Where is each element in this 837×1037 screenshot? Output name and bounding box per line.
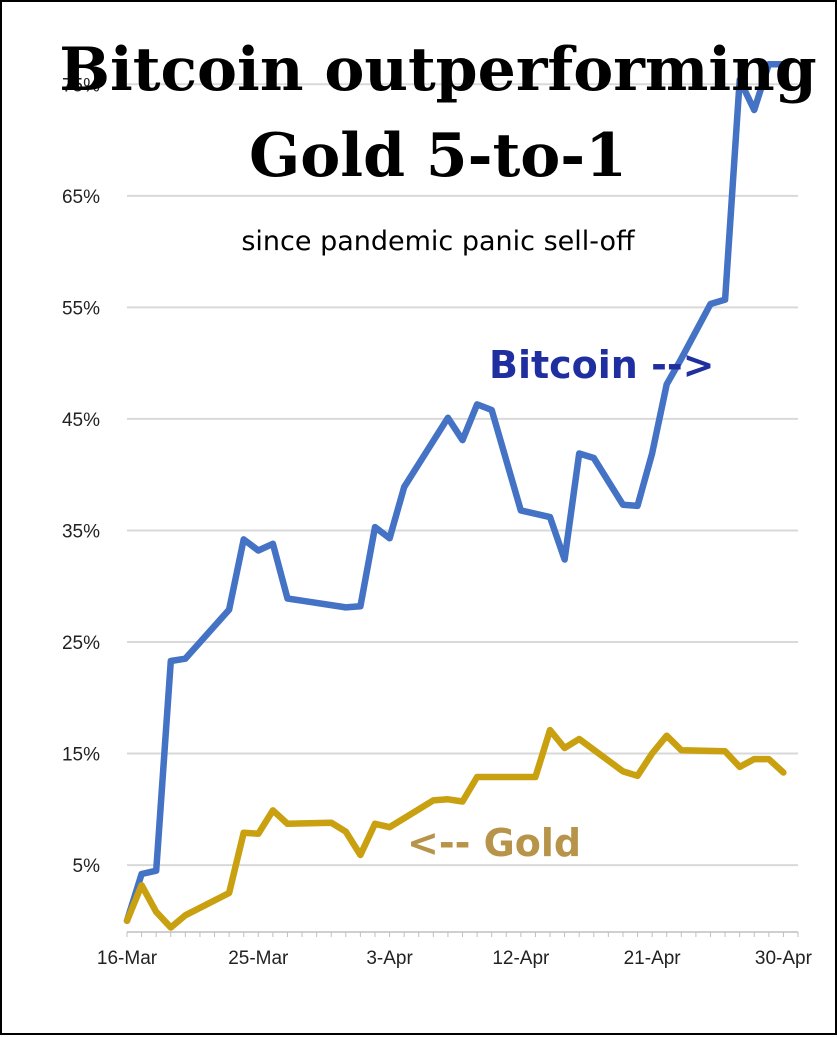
- chart-title-line-1: Bitcoin outperforming: [59, 35, 816, 105]
- y-tick-label: 55%: [62, 298, 100, 319]
- x-tick-label: 21-Apr: [624, 948, 682, 969]
- y-tick-label: 15%: [62, 745, 100, 766]
- chart-title-line-2: Gold 5-to-1: [249, 121, 627, 191]
- series-layer: [123, 60, 787, 931]
- x-axis: 16-Mar 25-Mar 3-Apr 12-Apr 21-Apr 30-Apr: [97, 931, 813, 969]
- x-tick-label: 30-Apr: [755, 948, 813, 969]
- y-axis-tick-labels: 5% 15% 25% 35% 45% 55% 65% 75%: [62, 75, 100, 877]
- y-tick-label: 25%: [62, 633, 100, 654]
- y-tick-label: 75%: [62, 75, 100, 96]
- x-tick-label: 25-Mar: [228, 948, 289, 969]
- bitcoin-series-label: Bitcoin -->: [489, 343, 714, 387]
- series-line-gold: [123, 726, 787, 931]
- x-tick-label: 12-Apr: [492, 948, 550, 969]
- gridlines: [127, 83, 798, 867]
- x-tick-label: 3-Apr: [366, 948, 413, 969]
- series-line-bitcoin: [123, 60, 787, 925]
- y-tick-label: 65%: [62, 187, 100, 208]
- gold-series-label: <-- Gold: [407, 821, 581, 865]
- y-tick-label: 5%: [73, 856, 101, 877]
- chart-subtitle: since pandemic panic sell-off: [241, 226, 636, 257]
- y-tick-label: 45%: [62, 410, 100, 431]
- y-tick-label: 35%: [62, 521, 100, 542]
- x-tick-label: 16-Mar: [97, 948, 158, 969]
